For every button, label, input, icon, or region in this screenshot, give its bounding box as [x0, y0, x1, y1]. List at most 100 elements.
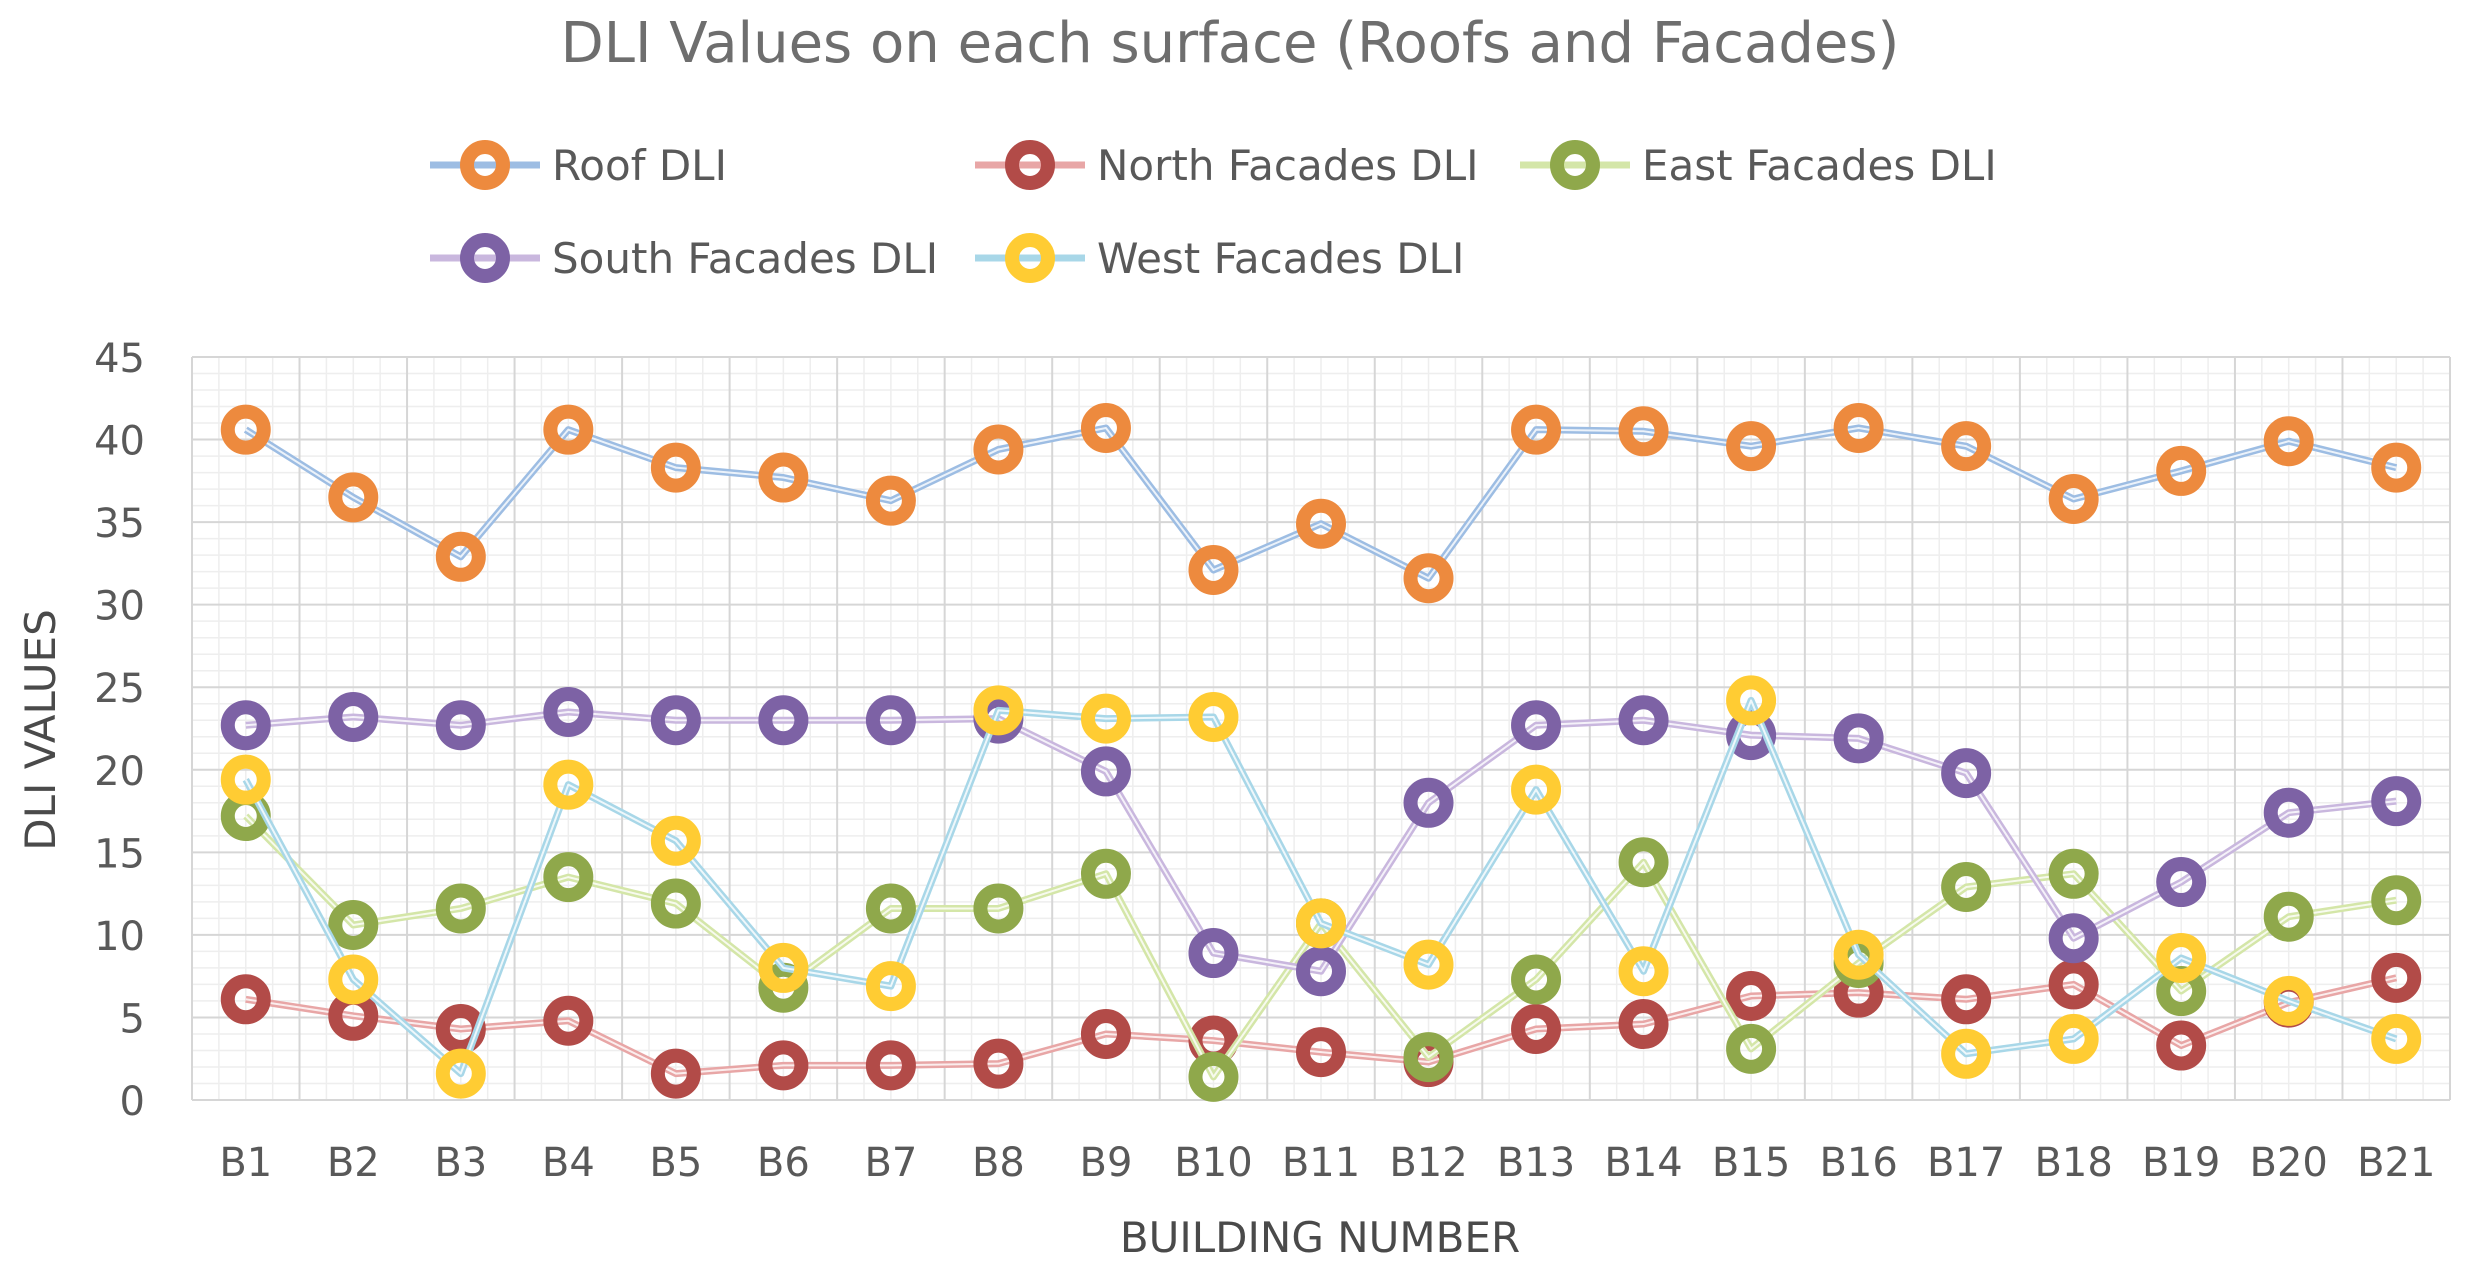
- legend-item: South Facades DLI: [430, 233, 938, 283]
- x-tick-label: B4: [542, 1140, 595, 1186]
- y-tick-label: 25: [94, 666, 145, 712]
- data-point: [2156, 857, 2207, 908]
- data-point: [1618, 406, 1669, 457]
- y-tick-label: 5: [120, 996, 145, 1042]
- x-tick-label: B20: [2250, 1140, 2328, 1186]
- data-point: [2048, 473, 2099, 524]
- series-line-highlight: [245, 710, 2397, 973]
- data-point: [1188, 928, 1239, 979]
- data-point: [1080, 848, 1131, 899]
- data-point: [2263, 787, 2314, 838]
- data-point: [328, 954, 379, 1005]
- legend-item: East Facades DLI: [1520, 140, 1997, 190]
- data-point: [1296, 1027, 1346, 1078]
- y-tick-label: 10: [94, 914, 145, 960]
- x-tick-label: B17: [1927, 1140, 2005, 1186]
- data-point: [865, 961, 916, 1012]
- y-tick-label: 30: [94, 584, 145, 630]
- x-axis: B1 B2 B3 B4 B5 B6 B7 B8 B9 B10 B11 B12 B13 B14 B15 B16 B…: [219, 1140, 2435, 1186]
- data-point: [328, 472, 379, 523]
- data-point: [1188, 1051, 1239, 1102]
- data-point: [1296, 498, 1346, 549]
- data-point: [543, 686, 594, 737]
- data-point: [865, 1040, 916, 1091]
- legend-marker: [1005, 233, 1055, 283]
- data-point: [650, 878, 701, 929]
- data-point: [2263, 891, 2314, 942]
- data-point: [865, 695, 916, 746]
- data-point: [1726, 970, 1777, 1021]
- data-point: [435, 1048, 486, 1099]
- data-point: [1511, 954, 1562, 1005]
- x-tick-label: B3: [434, 1140, 487, 1186]
- data-point: [650, 695, 701, 746]
- data-point: [865, 475, 916, 526]
- data-point: [650, 815, 701, 866]
- x-tick-label: B16: [1819, 1140, 1897, 1186]
- legend-item: West Facades DLI: [975, 233, 1464, 283]
- legend-label: West Facades DLI: [1097, 234, 1464, 283]
- data-point: [1618, 999, 1669, 1050]
- legend-label: North Facades DLI: [1097, 141, 1479, 190]
- y-tick-label: 45: [94, 336, 145, 382]
- data-point: [1080, 746, 1131, 797]
- y-axis: 0 5 10 15 20 25 30 35 40 45: [94, 336, 145, 1125]
- y-tick-label: 20: [94, 749, 145, 795]
- series-layer: [220, 402, 2422, 1102]
- data-point: [1080, 402, 1131, 453]
- legend-label: East Facades DLI: [1642, 141, 1997, 190]
- data-point: [1726, 421, 1777, 472]
- data-point: [1618, 946, 1669, 997]
- x-tick-label: B7: [864, 1140, 917, 1186]
- data-point: [1511, 1004, 1562, 1055]
- x-tick-label: B21: [2357, 1140, 2435, 1186]
- data-point: [1403, 939, 1454, 990]
- data-point: [435, 883, 486, 934]
- data-point: [2371, 952, 2422, 1003]
- data-point: [973, 1038, 1024, 1089]
- data-point: [1511, 764, 1562, 815]
- y-tick-label: 15: [94, 831, 145, 877]
- chart-title: DLI Values on each surface (Roofs and Fa…: [561, 11, 1900, 76]
- data-point: [220, 974, 271, 1025]
- data-point: [1080, 1008, 1131, 1059]
- legend: Roof DLI North Facades DLI East Facades DL…: [430, 140, 1997, 283]
- data-point: [220, 700, 271, 751]
- data-point: [543, 852, 594, 903]
- data-point: [435, 531, 486, 582]
- data-point: [758, 452, 809, 503]
- data-point: [2263, 975, 2314, 1026]
- data-point: [758, 1040, 809, 1091]
- legend-label: Roof DLI: [552, 141, 727, 190]
- x-tick-label: B19: [2142, 1140, 2220, 1186]
- data-point: [865, 883, 916, 934]
- data-point: [1618, 695, 1669, 746]
- data-point: [1080, 693, 1131, 744]
- data-point: [1726, 1023, 1777, 1074]
- x-tick-label: B10: [1174, 1140, 1252, 1186]
- data-point: [1941, 421, 1992, 472]
- legend-marker: [460, 233, 510, 283]
- series-1: [220, 952, 2422, 1099]
- y-axis-label: DLI VALUES: [16, 609, 65, 851]
- data-point: [1618, 837, 1669, 888]
- x-tick-label: B15: [1712, 1140, 1790, 1186]
- data-point: [435, 700, 486, 751]
- data-point: [1726, 675, 1777, 726]
- data-point: [1833, 713, 1884, 764]
- data-point: [1941, 748, 1992, 799]
- data-point: [1833, 929, 1884, 980]
- legend-marker: [1550, 140, 1600, 190]
- data-point: [2371, 776, 2422, 827]
- data-point: [2263, 416, 2314, 467]
- data-point: [1511, 700, 1562, 751]
- data-point: [1833, 402, 1884, 453]
- data-point: [2048, 1013, 2099, 1064]
- data-point: [1403, 777, 1454, 828]
- data-point: [220, 754, 271, 805]
- legend-item: Roof DLI: [430, 140, 727, 190]
- data-point: [1188, 691, 1239, 742]
- data-point: [543, 759, 594, 810]
- series-4: [220, 675, 2422, 1099]
